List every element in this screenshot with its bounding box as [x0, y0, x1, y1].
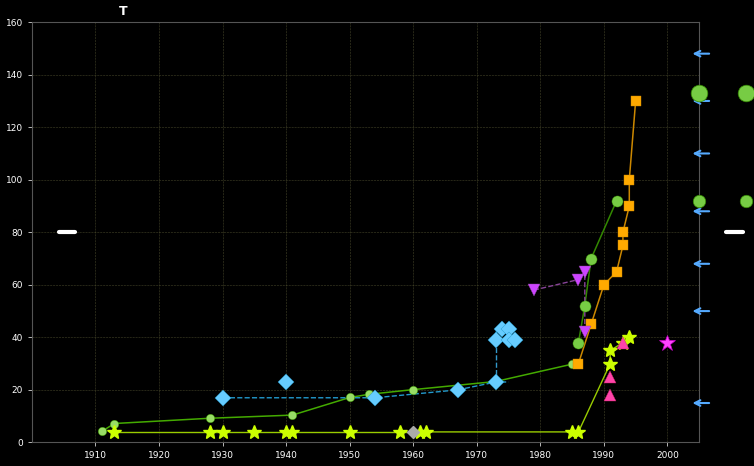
Text: T: T	[118, 5, 127, 18]
